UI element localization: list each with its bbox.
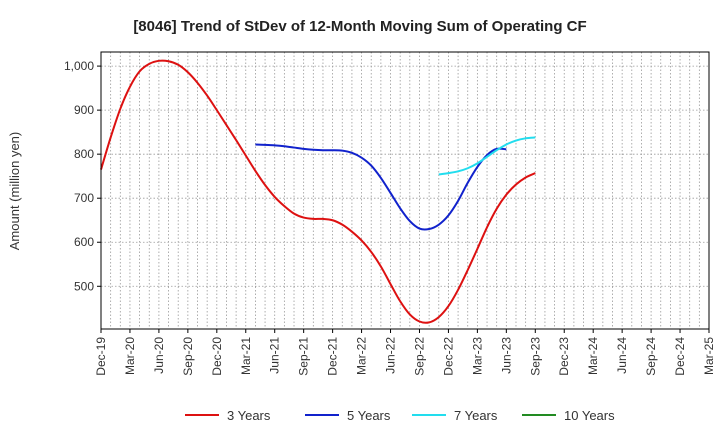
x-tick-label: Jun-22 (384, 337, 398, 374)
x-ticks: Dec-19 Mar-20 Jun-20 Sep-20 Dec-20 Mar-21 Jun-… (94, 329, 716, 376)
series-layer (100, 59, 536, 324)
legend-label-7-years: 7 Years (454, 408, 498, 423)
x-tick-label: Mar-22 (355, 337, 369, 375)
x-tick-label: Jun-20 (152, 337, 166, 374)
x-tick-label: Jun-23 (499, 337, 513, 374)
x-tick-label: Dec-21 (326, 337, 340, 376)
series-line-3-years (100, 59, 536, 324)
legend-label-5-years: 5 Years (347, 408, 391, 423)
x-tick-label: Sep-22 (412, 337, 426, 376)
series-line-7-years (438, 136, 536, 176)
y-tick-label: 500 (74, 279, 94, 293)
y-tick-label: 800 (74, 147, 94, 161)
y-axis-label: Amount (million yen) (7, 132, 22, 251)
x-tick-label: Dec-23 (557, 337, 571, 376)
x-tick-label: Mar-25 (702, 337, 716, 375)
y-tick-label: 700 (74, 191, 94, 205)
y-tick-label: 600 (74, 235, 94, 249)
legend-label-3-years: 3 Years (227, 408, 271, 423)
legend-label-10-years: 10 Years (564, 408, 615, 423)
plot-frame (100, 51, 710, 330)
x-tick-label: Dec-20 (210, 337, 224, 376)
x-tick-label: Sep-20 (181, 337, 195, 376)
x-tick-label: Jun-21 (268, 337, 282, 374)
x-tick-label: Dec-24 (673, 337, 687, 376)
x-tick-label: Mar-20 (123, 337, 137, 375)
legend: 3 Years 5 Years 7 Years 10 Years (185, 408, 615, 423)
x-tick-label: Sep-24 (644, 337, 658, 376)
y-ticks: 500 600 700 800 900 1,000 (64, 59, 101, 293)
x-tick-label: Dec-22 (441, 337, 455, 376)
x-tick-label: Dec-19 (94, 337, 108, 376)
x-tick-label: Sep-21 (297, 337, 311, 376)
x-tick-label: Jun-24 (615, 337, 629, 374)
grid (101, 52, 709, 329)
chart-title: [8046] Trend of StDev of 12-Month Moving… (133, 18, 586, 35)
series-line-5-years (255, 143, 507, 231)
x-tick-label: Mar-23 (470, 337, 484, 375)
y-tick-label: 1,000 (64, 59, 94, 73)
x-tick-label: Mar-21 (239, 337, 253, 375)
y-tick-label: 900 (74, 103, 94, 117)
x-tick-label: Sep-23 (528, 337, 542, 376)
x-tick-label: Mar-24 (586, 337, 600, 375)
